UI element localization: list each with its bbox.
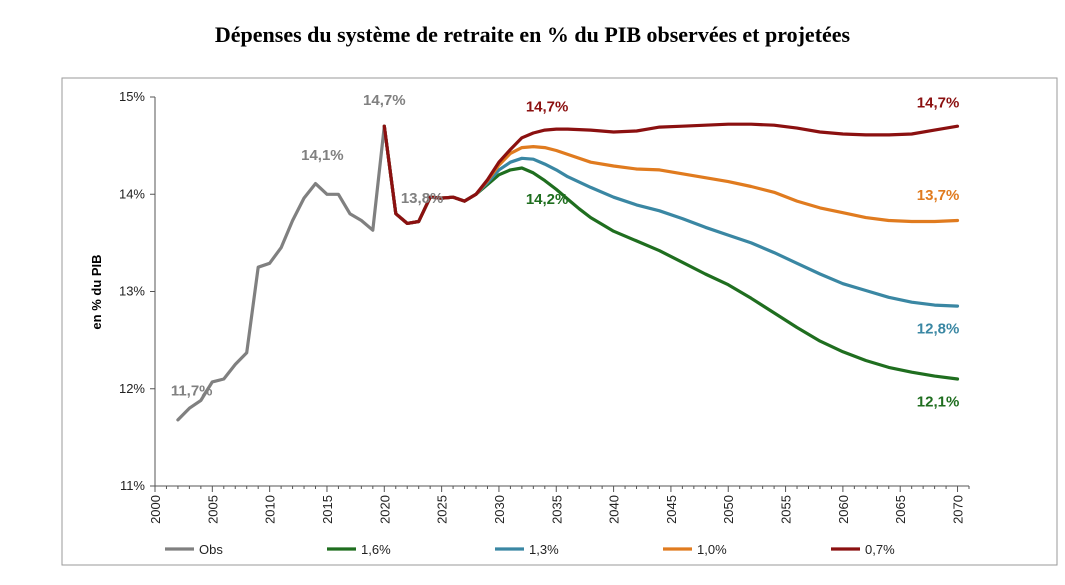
series-line-1 bbox=[176, 124, 478, 422]
legend-label: 1,3% bbox=[529, 542, 559, 557]
legend-label: 0,7% bbox=[865, 542, 895, 557]
legend-label: Obs bbox=[199, 542, 223, 557]
data-label: 14,1% bbox=[301, 147, 344, 164]
data-label: 13,7% bbox=[917, 187, 960, 204]
y-tick-label: 11% bbox=[120, 478, 145, 493]
y-tick-label: 12% bbox=[119, 381, 145, 396]
x-tick-label: 2040 bbox=[607, 495, 622, 524]
legend-label: 1,6% bbox=[361, 542, 391, 557]
chart-title: Dépenses du système de retraite en % du … bbox=[214, 22, 851, 47]
x-tick-label: 2015 bbox=[320, 495, 335, 524]
series-line-2 bbox=[382, 124, 960, 381]
x-tick-label: 2065 bbox=[893, 495, 908, 524]
data-label: 14,7% bbox=[526, 99, 569, 116]
legend: Obs 1,6% 1,3% 1,0% 0,7% bbox=[165, 542, 895, 557]
y-axis-label: en % du PIB bbox=[89, 254, 104, 329]
x-tick-label: 2055 bbox=[779, 495, 794, 524]
data-label: 12,8% bbox=[917, 320, 960, 337]
chart-frame bbox=[61, 77, 1058, 566]
data-label: 11,7% bbox=[171, 383, 213, 400]
data-label: 13,8% bbox=[401, 190, 444, 207]
y-tick-label: 14% bbox=[119, 186, 145, 201]
legend-label: 1,0% bbox=[697, 542, 727, 557]
annotations: 11,7% 14,1% 14,7% 13,8% 14,7% 14,2% 14,7% 13,7%… bbox=[171, 92, 959, 410]
x-tick-label: 2030 bbox=[492, 495, 507, 524]
series-lines bbox=[176, 122, 960, 422]
data-label: 12,1% bbox=[917, 393, 960, 410]
data-label: 14,2% bbox=[526, 191, 569, 208]
series-line-4 bbox=[382, 124, 960, 225]
data-label: 14,7% bbox=[363, 92, 406, 109]
y-tick-label: 13% bbox=[119, 284, 145, 299]
x-tick-label: 2000 bbox=[148, 495, 163, 524]
x-tick-label: 2060 bbox=[836, 495, 851, 524]
x-tick-label: 2005 bbox=[205, 495, 220, 524]
data-label: 14,7% bbox=[917, 95, 960, 112]
x-tick-label: 2025 bbox=[435, 495, 450, 524]
x-tick-label: 2050 bbox=[721, 495, 736, 524]
x-tick-label: 2070 bbox=[951, 495, 966, 524]
axes: 11% 12% 13% 14% 15% 2000 2005 2010 2015 2020 2025 2… bbox=[119, 89, 970, 524]
y-tick-label: 15% bbox=[119, 89, 145, 104]
x-tick-label: 2020 bbox=[377, 495, 392, 524]
series-line-3 bbox=[382, 124, 960, 308]
x-tick-label: 2045 bbox=[664, 495, 679, 524]
series-line-5 bbox=[382, 122, 960, 225]
x-tick-label: 2010 bbox=[263, 495, 278, 524]
x-tick-label: 2035 bbox=[549, 495, 564, 524]
